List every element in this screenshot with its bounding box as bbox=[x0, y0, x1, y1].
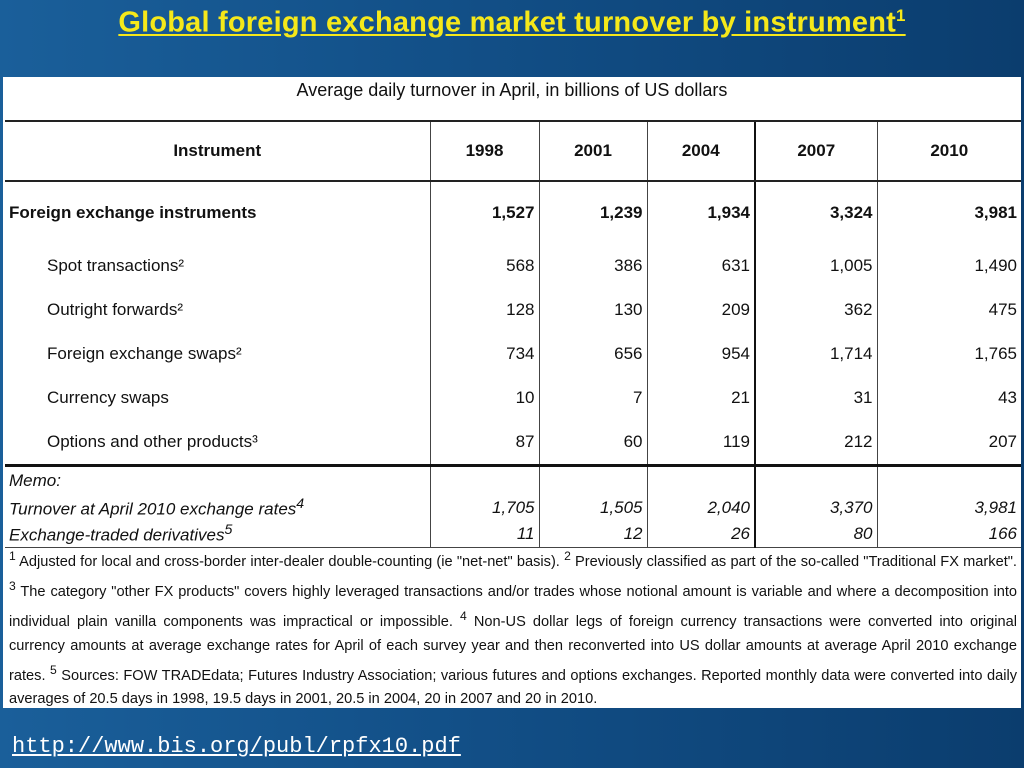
cell-value: 3,324 bbox=[754, 181, 877, 244]
cell-value: 209 bbox=[646, 288, 755, 332]
row-label: Currency swaps bbox=[47, 388, 169, 407]
footnote-text: Sources: FOW TRADEdata; Futures Industry… bbox=[9, 667, 1017, 708]
cell-value: 80 bbox=[754, 521, 877, 548]
footnote-text: Non-US dollar legs of foreign currency t… bbox=[9, 613, 1017, 684]
row-label: Options and other products³ bbox=[5, 420, 430, 467]
slide-title-text: Global foreign exchange market turnover … bbox=[118, 6, 896, 39]
footnote-number: 3 bbox=[9, 578, 16, 593]
source-link[interactable]: http://www.bis.org/publ/rpfx10.pdf bbox=[12, 734, 461, 759]
memo-row: Turnover at April 2010 exchange rates4 1… bbox=[5, 495, 1021, 521]
footnote-number: 2 bbox=[564, 549, 571, 563]
table-panel: Average daily turnover in April, in bill… bbox=[3, 77, 1021, 708]
cell-value: 362 bbox=[754, 288, 877, 332]
memo-label: Memo: bbox=[9, 471, 61, 490]
cell-value: 60 bbox=[538, 420, 647, 467]
cell-value: 3,981 bbox=[876, 181, 1021, 244]
table-header-row: Instrument 1998 2001 2004 2007 2010 bbox=[5, 120, 1021, 182]
cell-value: 43 bbox=[876, 376, 1021, 420]
cell-value: 1,527 bbox=[429, 181, 539, 244]
cell-value: 1,714 bbox=[754, 332, 877, 376]
cell-value: 26 bbox=[646, 521, 755, 548]
cell-value: 10 bbox=[429, 376, 539, 420]
table-row: Options and other products³ 87 60 119 21… bbox=[5, 420, 1021, 467]
cell-value: 119 bbox=[646, 420, 755, 467]
cell-value: 166 bbox=[876, 521, 1021, 548]
slide-title: Global foreign exchange market turnover … bbox=[0, 6, 1024, 40]
cell-value: 128 bbox=[429, 288, 539, 332]
table-row: Outright forwards² 128 130 209 362 475 bbox=[5, 288, 1021, 332]
footnote-number: 1 bbox=[9, 549, 16, 563]
row-label: Spot transactions² bbox=[47, 256, 185, 275]
footnote-marker: 5 bbox=[224, 522, 233, 539]
cell-value: 1,005 bbox=[754, 244, 877, 288]
footnote-text: Previously classified as part of the so-… bbox=[570, 553, 1017, 570]
table-subtitle: Average daily turnover in April, in bill… bbox=[296, 80, 728, 100]
cell-value: 3,370 bbox=[754, 495, 877, 521]
column-header-2007: 2007 bbox=[754, 120, 877, 182]
memo-heading-row: Memo: bbox=[5, 465, 1021, 495]
footnote-text: Adjusted for local and cross-border inte… bbox=[15, 553, 565, 570]
footnote-marker: 4 bbox=[296, 496, 305, 513]
cell-value: 1,705 bbox=[429, 495, 539, 521]
footnotes: 1 Adjusted for local and cross-border in… bbox=[9, 544, 1017, 711]
cell-value: 12 bbox=[538, 521, 647, 548]
column-header-1998: 1998 bbox=[429, 120, 539, 182]
table-row: Foreign exchange swaps² 734 656 954 1,71… bbox=[5, 332, 1021, 376]
title-footnote-marker: 1 bbox=[896, 6, 906, 25]
memo-row: Exchange-traded derivatives5 11 12 26 80… bbox=[5, 521, 1021, 548]
row-label: Outright forwards² bbox=[47, 300, 184, 319]
row-label: Turnover at April 2010 exchange rates4 bbox=[9, 496, 305, 519]
cell-value: 2,040 bbox=[646, 495, 755, 521]
row-label: Foreign exchange instruments bbox=[9, 203, 257, 222]
cell-value: 568 bbox=[429, 244, 539, 288]
cell-value: 11 bbox=[429, 521, 539, 548]
table-row: Currency swaps 10 7 21 31 43 bbox=[5, 376, 1021, 420]
column-header-instrument: Instrument bbox=[5, 120, 430, 182]
turnover-table: Instrument 1998 2001 2004 2007 2010 Fore… bbox=[5, 120, 1021, 548]
column-header-2001: 2001 bbox=[538, 120, 647, 182]
row-label: Foreign exchange swaps² bbox=[47, 344, 242, 363]
cell-value: 475 bbox=[876, 288, 1021, 332]
cell-value: 386 bbox=[538, 244, 647, 288]
cell-value: 31 bbox=[754, 376, 877, 420]
footnote-number: 4 bbox=[460, 608, 467, 623]
table-row: Foreign exchange instruments 1,527 1,239… bbox=[5, 181, 1021, 244]
column-header-2010: 2010 bbox=[876, 120, 1021, 182]
cell-value: 3,981 bbox=[876, 495, 1021, 521]
cell-value: 1,239 bbox=[538, 181, 647, 244]
cell-value: 656 bbox=[538, 332, 647, 376]
cell-value: 1,765 bbox=[876, 332, 1021, 376]
cell-value: 21 bbox=[646, 376, 755, 420]
cell-value: 130 bbox=[538, 288, 647, 332]
cell-value: 1,934 bbox=[646, 181, 755, 244]
cell-value: 207 bbox=[876, 420, 1021, 467]
cell-value: 87 bbox=[429, 420, 539, 467]
cell-value: 1,505 bbox=[538, 495, 647, 521]
footnote-number: 5 bbox=[50, 662, 57, 677]
cell-value: 734 bbox=[429, 332, 539, 376]
column-header-2004: 2004 bbox=[646, 120, 755, 182]
cell-value: 7 bbox=[538, 376, 647, 420]
cell-value: 212 bbox=[754, 420, 877, 467]
cell-value: 1,490 bbox=[876, 244, 1021, 288]
cell-value: 954 bbox=[646, 332, 755, 376]
row-label: Exchange-traded derivatives5 bbox=[5, 521, 430, 548]
table-row: Spot transactions² 568 386 631 1,005 1,4… bbox=[5, 244, 1021, 288]
cell-value: 631 bbox=[646, 244, 755, 288]
footnote-text: The category "other FX products" covers … bbox=[9, 583, 1017, 630]
